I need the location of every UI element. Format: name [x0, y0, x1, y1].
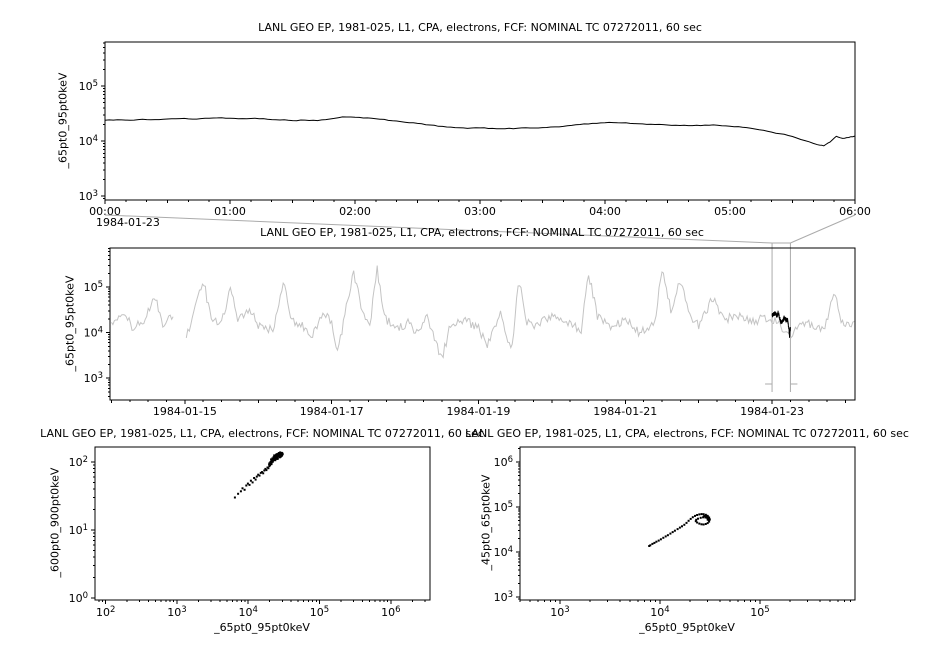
- tick-label: 03:00: [464, 205, 496, 218]
- tick-label: 06:00: [839, 205, 871, 218]
- chart-scatter-left: 100 101 102 102 103 104 105 106: [69, 446, 431, 619]
- tick-label: 106: [381, 605, 400, 619]
- tick-label: 05:00: [714, 205, 746, 218]
- plot-area-scatter-right[interactable]: [519, 446, 856, 601]
- tick-label: 103: [494, 590, 513, 604]
- tick-label: 1984-01-17: [300, 405, 364, 418]
- chart-title-context: LANL GEO EP, 1981-025, L1, CPA, electron…: [260, 226, 704, 239]
- y-axis-label-scatter-right: _45pt0_65pt0keV: [479, 474, 493, 571]
- zoom-connector: [790, 214, 856, 244]
- tick-label: 104: [84, 326, 103, 340]
- tick-label: 105: [310, 605, 329, 619]
- zoom-connector: [104, 214, 773, 244]
- chart-top: 103 104 105 00:00 01:00 02:00 03:00 04:00 05:00 0…: [79, 41, 871, 218]
- scatter-points-scatter-left: [233, 451, 284, 499]
- tick-label: 104: [239, 605, 258, 619]
- series-highlight: [771, 310, 791, 338]
- tick-label: 04:00: [589, 205, 621, 218]
- y-axis-label-context: _65pt0_95pt0keV: [63, 275, 77, 372]
- tick-label: 103: [84, 371, 103, 385]
- tick-label: 103: [550, 605, 569, 619]
- series-top: [104, 116, 856, 147]
- chart-title-top: LANL GEO EP, 1981-025, L1, CPA, electron…: [258, 21, 702, 34]
- y-axis-label-scatter-left: _600pt0_900pt0keV: [48, 467, 62, 578]
- chart-title-scatter-right: LANL GEO EP, 1981-025, L1, CPA, electron…: [465, 427, 909, 440]
- tick-label: 00:00: [89, 205, 121, 218]
- chart-context: 103 104 105 1984-01-15 1984-01-17 1984-01-19 1…: [84, 214, 856, 418]
- tick-label: 1984-01-23: [740, 405, 804, 418]
- tick-label: 104: [79, 134, 98, 148]
- x-axis-label-scatter-left: _65pt0_95pt0keV: [214, 621, 310, 634]
- tick-label: 01:00: [214, 205, 246, 218]
- scatter-points-scatter-right: [648, 513, 711, 547]
- tick-label: 105: [750, 605, 769, 619]
- tick-label: 1984-01-21: [593, 405, 657, 418]
- plot-area-context[interactable]: [109, 247, 856, 401]
- tick-label: 1984-01-15: [153, 405, 217, 418]
- tick-label: 105: [79, 79, 98, 93]
- tick-label: 104: [650, 605, 669, 619]
- tick-label: 104: [494, 545, 513, 559]
- tick-label: 100: [69, 591, 88, 605]
- tick-label: 102: [96, 605, 115, 619]
- tick-label: 105: [84, 280, 103, 294]
- tick-label: 1984-01-19: [446, 405, 510, 418]
- plot-area-scatter-left[interactable]: [94, 446, 431, 601]
- y-axis-label-top: _65pt0_95pt0keV: [56, 72, 70, 169]
- series-context: [111, 265, 855, 359]
- tick-label: 103: [167, 605, 186, 619]
- tick-label: 101: [69, 523, 88, 537]
- chart-scatter-right: 103 104 105 106 103 104 105: [494, 446, 856, 619]
- x-axis-label-scatter-right: _65pt0_95pt0keV: [639, 621, 735, 634]
- plot-area-top[interactable]: [104, 41, 856, 201]
- tick-label: 105: [494, 500, 513, 514]
- context-date-label: 1984-01-23: [96, 216, 160, 229]
- tick-label: 102: [69, 455, 88, 469]
- chart-title-scatter-left: LANL GEO EP, 1981-025, L1, CPA, electron…: [40, 427, 484, 440]
- tick-label: 103: [79, 189, 98, 203]
- tick-label: 02:00: [339, 205, 371, 218]
- tick-label: 106: [494, 455, 513, 469]
